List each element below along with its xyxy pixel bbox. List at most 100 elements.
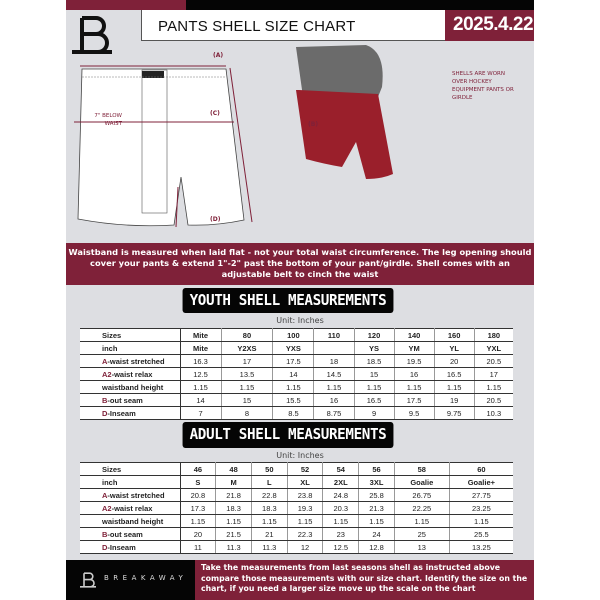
- row-label: B-out seam: [80, 393, 181, 407]
- table-cell: 46: [180, 462, 217, 476]
- table-cell: 7: [180, 406, 222, 420]
- row-label: waistband height: [80, 380, 181, 394]
- table-row: A-waist stretched 16.3 17 17.5 18 18.5 19.5 20 2…: [80, 354, 513, 368]
- table-cell: 11: [180, 540, 217, 554]
- size-chart-page: PANTS SHELL SIZE CHART 2025.4.22 (A) (C)…: [66, 0, 534, 600]
- table-cell: 16.5: [354, 393, 395, 407]
- table-cell: 21.5: [215, 527, 252, 541]
- adult-section-title: ADULT SHELL MEASUREMENTS: [182, 422, 394, 448]
- table-cell: Mite: [180, 328, 222, 342]
- youth-unit-label: Unit: Inches: [276, 316, 324, 325]
- table-cell: 1.15: [221, 380, 274, 394]
- breakaway-logo-icon: [72, 16, 112, 54]
- row-label-text: inch: [102, 343, 118, 353]
- table-cell: 56: [358, 462, 395, 476]
- adult-size-table: Sizes 46 48 50 52 54 56 58 60 inch S M L XL 2XL 3XL Goal…: [80, 462, 513, 554]
- table-cell: 20: [180, 527, 217, 541]
- table-cell: 3XL: [358, 475, 395, 489]
- table-cell: 1.15: [394, 514, 450, 528]
- measure-marker: A2: [102, 369, 112, 379]
- table-cell: 13.5: [221, 367, 274, 381]
- table-row: D-Inseam 11 11.3 11.3 12 12.5 12.8 13 13.25: [80, 540, 513, 554]
- table-cell: 8: [221, 406, 274, 420]
- table-cell: 20: [434, 354, 475, 368]
- table-cell: 1.15: [322, 514, 360, 528]
- label-c: (C): [210, 110, 220, 117]
- table-cell: 1.15: [251, 514, 288, 528]
- measure-marker: A: [102, 356, 108, 366]
- table-cell: 18: [313, 354, 355, 368]
- table-cell: 60: [449, 462, 513, 476]
- table-cell: 20.5: [474, 393, 513, 407]
- table-row: Sizes 46 48 50 52 54 56 58 60: [80, 462, 513, 476]
- measure-marker: B: [102, 395, 108, 405]
- table-cell: YM: [394, 341, 435, 355]
- table-row: waistband height 1.15 1.15 1.15 1.15 1.15 1.15…: [80, 380, 513, 394]
- table-cell: 9.75: [434, 406, 475, 420]
- table-cell: 9.5: [394, 406, 435, 420]
- table-cell: 12.5: [180, 367, 222, 381]
- table-cell: 21.8: [215, 488, 252, 502]
- table-row: waistband height 1.15 1.15 1.15 1.15 1.15 1.15…: [80, 514, 513, 528]
- table-cell: 17.5: [272, 354, 315, 368]
- measure-marker: A: [102, 490, 108, 500]
- table-cell: Goalie+: [449, 475, 513, 489]
- row-label: Sizes: [80, 462, 181, 476]
- table-row: inch Mite Y2XS YXS YS YM YL YXL: [80, 341, 513, 355]
- page-title: PANTS SHELL SIZE CHART: [141, 10, 445, 41]
- row-label-text: Sizes: [102, 330, 122, 340]
- label-d: (D): [210, 216, 221, 223]
- row-label-text: -out seam: [107, 529, 143, 539]
- table-cell: 140: [394, 328, 435, 342]
- table-row: B-out seam 20 21.5 21 22.3 23 24 25 25.5: [80, 527, 513, 541]
- table-cell: 11.3: [215, 540, 252, 554]
- below-waist-note: 7" BELOW WAIST: [94, 113, 122, 127]
- table-row: B-out seam 14 15 15.5 16 16.5 17.5 19 20.5: [80, 393, 513, 407]
- measure-marker: D: [102, 542, 108, 552]
- table-cell: [313, 341, 355, 355]
- table-cell: YL: [434, 341, 475, 355]
- table-cell: 54: [322, 462, 360, 476]
- table-cell: 22.8: [251, 488, 288, 502]
- table-cell: 1.15: [180, 514, 217, 528]
- table-cell: 15: [221, 393, 274, 407]
- table-cell: 16: [394, 367, 435, 381]
- row-label-text: -waist stretched: [107, 490, 165, 500]
- row-label-text: -waist relax: [111, 369, 153, 379]
- table-cell: YXS: [272, 341, 315, 355]
- table-cell: 15.5: [272, 393, 315, 407]
- table-cell: 11.3: [251, 540, 288, 554]
- row-label: waistband height: [80, 514, 181, 528]
- row-label: A-waist stretched: [80, 488, 181, 502]
- label-a: (A): [213, 52, 224, 59]
- youth-size-table: Sizes Mite 80 100 110 120 140 160 180 inch Mite Y2X…: [80, 328, 513, 420]
- brand-name: BREAKAWAY: [104, 574, 188, 582]
- table-cell: 23.25: [449, 501, 513, 515]
- table-row: A2-waist relax 17.3 18.3 18.3 19.3 20.3 21.3 22…: [80, 501, 513, 515]
- table-cell: YS: [354, 341, 395, 355]
- table-cell: 18.3: [215, 501, 252, 515]
- table-cell: M: [215, 475, 252, 489]
- table-cell: 22.3: [287, 527, 324, 541]
- table-cell: 23.8: [287, 488, 324, 502]
- table-cell: L: [251, 475, 288, 489]
- table-cell: 10.3: [474, 406, 513, 420]
- row-label-text: Sizes: [102, 464, 122, 474]
- row-label-text: -out seam: [107, 395, 143, 405]
- table-cell: XL: [287, 475, 324, 489]
- table-cell: 48: [215, 462, 252, 476]
- waistband-banner: Waistband is measured when laid flat - n…: [66, 243, 534, 285]
- table-cell: 1.15: [394, 380, 435, 394]
- table-cell: 12: [287, 540, 324, 554]
- top-bar-accent: [66, 0, 186, 10]
- table-cell: 1.15: [358, 514, 395, 528]
- row-label-text: waistband height: [102, 516, 164, 526]
- table-cell: 16.5: [434, 367, 475, 381]
- table-cell: 21: [251, 527, 288, 541]
- table-cell: 2XL: [322, 475, 360, 489]
- table-cell: 19.5: [394, 354, 435, 368]
- table-row: inch S M L XL 2XL 3XL Goalie Goalie+: [80, 475, 513, 489]
- footer-instructions: Take the measurements from last seasons …: [195, 560, 534, 600]
- youth-section-title: YOUTH SHELL MEASUREMENTS: [182, 288, 394, 313]
- table-cell: 14: [180, 393, 222, 407]
